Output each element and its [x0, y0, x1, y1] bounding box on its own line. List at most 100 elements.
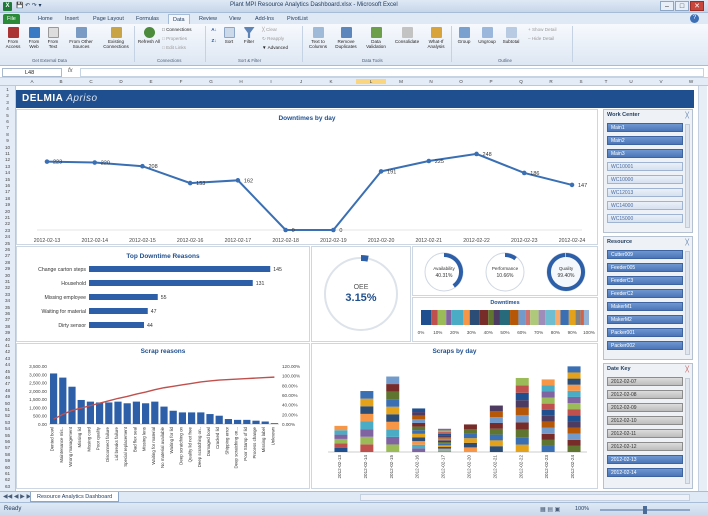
slicer-item[interactable]: 2012-02-08 [607, 390, 683, 399]
excel-icon[interactable]: X [3, 2, 12, 11]
row-header[interactable]: 61 [4, 471, 11, 476]
row-header[interactable]: 62 [4, 477, 11, 483]
sort-button[interactable]: Sort [221, 27, 237, 44]
row-header[interactable]: 58 [4, 451, 11, 457]
formula-input[interactable] [80, 68, 704, 77]
sheet-nav-arrows[interactable]: ◀◀ ◀ ▶ ▶▶ [3, 494, 36, 500]
row-header[interactable]: 17 [4, 189, 11, 195]
row-header[interactable]: 63 [4, 483, 11, 489]
row-header[interactable]: 57 [4, 445, 11, 451]
slicer-item[interactable]: WC10000 [607, 175, 683, 184]
tab-insert[interactable]: Insert [65, 16, 79, 22]
row-header[interactable]: 26 [4, 247, 11, 252]
column-header[interactable]: T [604, 79, 608, 84]
clear-filter-icon[interactable]: ╳ [685, 367, 689, 373]
remove-duplicates-button[interactable]: Remove Duplicates [332, 27, 360, 49]
row-header[interactable]: 47 [4, 381, 11, 387]
row-header[interactable]: 12 [4, 157, 11, 163]
tab-home[interactable]: Home [38, 16, 53, 22]
column-header[interactable]: P [489, 79, 493, 84]
slicer-scrollbar[interactable] [685, 378, 690, 484]
column-header[interactable]: R [549, 79, 553, 84]
from-web-button[interactable]: From Web [25, 27, 43, 49]
row-header[interactable]: 50 [4, 400, 11, 406]
help-icon[interactable]: ? [690, 14, 699, 23]
row-header[interactable]: 14 [4, 170, 11, 176]
quick-access-toolbar[interactable]: 💾 ↶ ↷ ▾ [16, 3, 42, 9]
column-header[interactable]: I [270, 79, 272, 84]
clear-button[interactable]: ╳ Clear [262, 27, 278, 32]
slicer-item[interactable]: Packer001 [607, 328, 683, 337]
row-header[interactable]: 60 [4, 464, 11, 470]
slicer-item[interactable]: 2012-02-09 [607, 403, 683, 412]
consolidate-button[interactable]: Consolidate [392, 27, 422, 44]
properties-button[interactable]: □ Properties [162, 36, 187, 41]
close-button[interactable]: ✕ [690, 1, 704, 11]
row-header[interactable]: 16 [4, 183, 11, 188]
slicer-item[interactable]: 2012-02-14 [607, 468, 683, 477]
slicer-item[interactable]: 2012-02-07 [607, 377, 683, 386]
slicer-item[interactable]: Feeder005 [607, 263, 683, 272]
from-other-sources-button[interactable]: From Other Sources [63, 27, 99, 49]
row-header[interactable]: 38 [4, 323, 11, 329]
slicer-item[interactable]: Main2 [607, 136, 683, 145]
tab-data[interactable]: Data [168, 14, 190, 24]
column-header[interactable]: U [629, 79, 633, 84]
column-header[interactable]: C [89, 79, 93, 84]
row-header[interactable]: 30 [4, 272, 11, 278]
row-header[interactable]: 34 [4, 298, 11, 304]
tab-file[interactable]: File [3, 14, 20, 24]
row-header[interactable]: 28 [4, 259, 11, 265]
show-detail-button[interactable]: + Show Detail [528, 27, 557, 32]
row-header[interactable]: 48 [4, 387, 11, 393]
tab-formulas[interactable]: Formulas [136, 16, 159, 22]
row-header[interactable]: 2 [6, 93, 9, 99]
column-header[interactable]: V [659, 79, 663, 84]
ungroup-button[interactable]: Ungroup [476, 27, 498, 44]
row-header[interactable]: 40 [4, 336, 11, 342]
name-box[interactable]: L48 [2, 68, 62, 77]
row-header[interactable]: 25 [4, 240, 11, 246]
edit-links-button[interactable]: □ Edit Links [162, 45, 186, 50]
row-header[interactable]: 11 [5, 151, 10, 156]
column-header[interactable]: K [329, 79, 333, 84]
column-header[interactable]: D [119, 79, 123, 84]
column-header[interactable]: H [239, 79, 243, 84]
row-header[interactable]: 3 [6, 99, 9, 105]
slicer-scrollbar[interactable] [685, 251, 690, 355]
row-header[interactable]: 6 [6, 119, 9, 124]
row-header[interactable]: 39 [4, 330, 11, 336]
column-header[interactable]: F [179, 79, 183, 84]
reapply-button[interactable]: ↻ Reapply [262, 36, 284, 41]
row-header[interactable]: 55 [4, 432, 11, 438]
group-button[interactable]: Group [454, 27, 474, 44]
vertical-scrollbar[interactable] [698, 86, 707, 491]
view-buttons[interactable]: ▦ ▤ ▣ [540, 507, 561, 513]
row-header[interactable]: 33 [4, 291, 11, 297]
column-header[interactable]: Q [519, 79, 523, 84]
tab-page-layout[interactable]: Page Layout [93, 16, 124, 22]
row-header[interactable]: 46 [4, 375, 11, 380]
column-header[interactable]: W [688, 79, 694, 84]
slicer-item[interactable]: 2012-02-13 [607, 455, 683, 464]
row-header[interactable]: 10 [4, 144, 11, 150]
row-header[interactable]: 37 [4, 317, 11, 323]
advanced-button[interactable]: ▼ Advanced [262, 45, 289, 50]
existing-connections-button[interactable]: Existing Connections [100, 27, 132, 49]
row-header[interactable]: 43 [4, 355, 11, 361]
filter-button[interactable]: Filter [240, 27, 258, 44]
slicer-item[interactable]: WC10001 [607, 162, 683, 171]
row-header[interactable]: 27 [4, 253, 11, 259]
row-header[interactable]: 42 [4, 349, 11, 355]
row-header[interactable]: 24 [4, 234, 11, 240]
row-header[interactable]: 44 [4, 362, 11, 368]
row-header[interactable]: 49 [4, 394, 11, 400]
column-header[interactable]: L [356, 79, 386, 84]
row-header[interactable]: 32 [4, 285, 11, 291]
tab-view[interactable]: View [229, 16, 241, 22]
clear-filter-icon[interactable]: ╳ [685, 113, 689, 119]
zoom-slider-thumb[interactable] [643, 506, 647, 514]
row-header[interactable]: 52 [4, 413, 11, 419]
column-header[interactable]: G [209, 79, 213, 84]
slicer-item[interactable]: FeederC3 [607, 276, 683, 285]
